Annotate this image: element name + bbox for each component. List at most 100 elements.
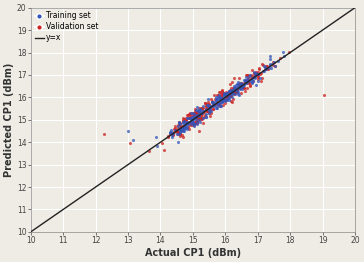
Training set xyxy=(216,101,222,105)
Training set xyxy=(233,83,239,87)
Training set xyxy=(218,96,223,100)
Validation set xyxy=(272,64,278,68)
Validation set xyxy=(171,130,177,134)
Training set xyxy=(233,87,239,91)
Validation set xyxy=(184,112,190,117)
Validation set xyxy=(260,63,266,67)
Validation set xyxy=(264,64,270,68)
Training set xyxy=(179,125,185,130)
Training set xyxy=(186,122,191,126)
Validation set xyxy=(259,62,265,66)
Validation set xyxy=(191,114,197,118)
Validation set xyxy=(161,148,167,152)
Validation set xyxy=(192,121,198,125)
Validation set xyxy=(177,130,183,135)
Validation set xyxy=(198,106,204,110)
Training set xyxy=(213,98,219,102)
Validation set xyxy=(177,134,183,138)
Validation set xyxy=(217,90,222,95)
Training set xyxy=(238,82,244,86)
Training set xyxy=(210,100,216,104)
Training set xyxy=(184,127,190,131)
Training set xyxy=(238,81,244,85)
Training set xyxy=(154,144,159,148)
Validation set xyxy=(238,83,244,87)
Training set xyxy=(234,89,240,93)
Training set xyxy=(225,91,230,95)
Validation set xyxy=(243,73,249,77)
Validation set xyxy=(232,90,237,94)
Validation set xyxy=(204,109,210,113)
Validation set xyxy=(199,117,205,121)
Training set xyxy=(246,74,252,78)
Training set xyxy=(211,102,217,107)
Validation set xyxy=(175,132,181,137)
Validation set xyxy=(238,90,244,95)
Validation set xyxy=(182,118,188,123)
Validation set xyxy=(219,97,225,101)
Training set xyxy=(224,92,230,96)
Training set xyxy=(235,85,241,89)
Validation set xyxy=(219,89,225,94)
Training set xyxy=(224,91,230,95)
Training set xyxy=(226,96,232,100)
Validation set xyxy=(246,81,252,85)
Validation set xyxy=(196,114,202,118)
Validation set xyxy=(187,123,193,127)
Training set xyxy=(176,119,182,124)
Training set xyxy=(191,117,197,121)
Training set xyxy=(203,107,209,111)
Training set xyxy=(205,96,211,101)
Validation set xyxy=(256,67,262,71)
Validation set xyxy=(203,104,209,108)
Training set xyxy=(242,79,248,83)
Training set xyxy=(199,109,205,113)
Training set xyxy=(189,115,195,119)
Validation set xyxy=(194,111,199,115)
Validation set xyxy=(159,141,165,145)
Validation set xyxy=(249,74,255,79)
Training set xyxy=(193,108,199,112)
Validation set xyxy=(199,106,205,110)
Training set xyxy=(206,108,212,112)
Validation set xyxy=(206,103,212,107)
Training set xyxy=(239,83,245,87)
Validation set xyxy=(217,103,222,108)
Validation set xyxy=(183,116,189,120)
Training set xyxy=(221,92,227,97)
Validation set xyxy=(200,105,206,110)
Validation set xyxy=(174,128,180,132)
Validation set xyxy=(200,110,206,114)
Validation set xyxy=(224,97,230,101)
Training set xyxy=(262,67,268,71)
Training set xyxy=(213,106,218,110)
Training set xyxy=(217,95,222,99)
Validation set xyxy=(175,126,181,130)
Training set xyxy=(174,132,180,137)
Training set xyxy=(238,83,244,87)
Validation set xyxy=(237,84,243,88)
Training set xyxy=(221,96,226,100)
Training set xyxy=(189,116,194,120)
Validation set xyxy=(190,122,196,126)
Validation set xyxy=(201,114,207,119)
Training set xyxy=(180,121,186,125)
Validation set xyxy=(216,101,222,106)
Validation set xyxy=(210,104,215,108)
Validation set xyxy=(196,110,202,114)
Training set xyxy=(214,101,220,105)
Training set xyxy=(188,122,194,126)
Validation set xyxy=(222,96,228,101)
Validation set xyxy=(259,76,265,80)
Validation set xyxy=(227,94,233,98)
Validation set xyxy=(225,95,231,99)
Training set xyxy=(192,115,198,119)
Validation set xyxy=(178,128,183,132)
Validation set xyxy=(198,112,204,117)
Validation set xyxy=(175,129,181,134)
Validation set xyxy=(198,114,204,118)
Training set xyxy=(182,123,187,127)
Training set xyxy=(223,97,229,101)
Validation set xyxy=(170,133,176,137)
Training set xyxy=(221,92,227,96)
